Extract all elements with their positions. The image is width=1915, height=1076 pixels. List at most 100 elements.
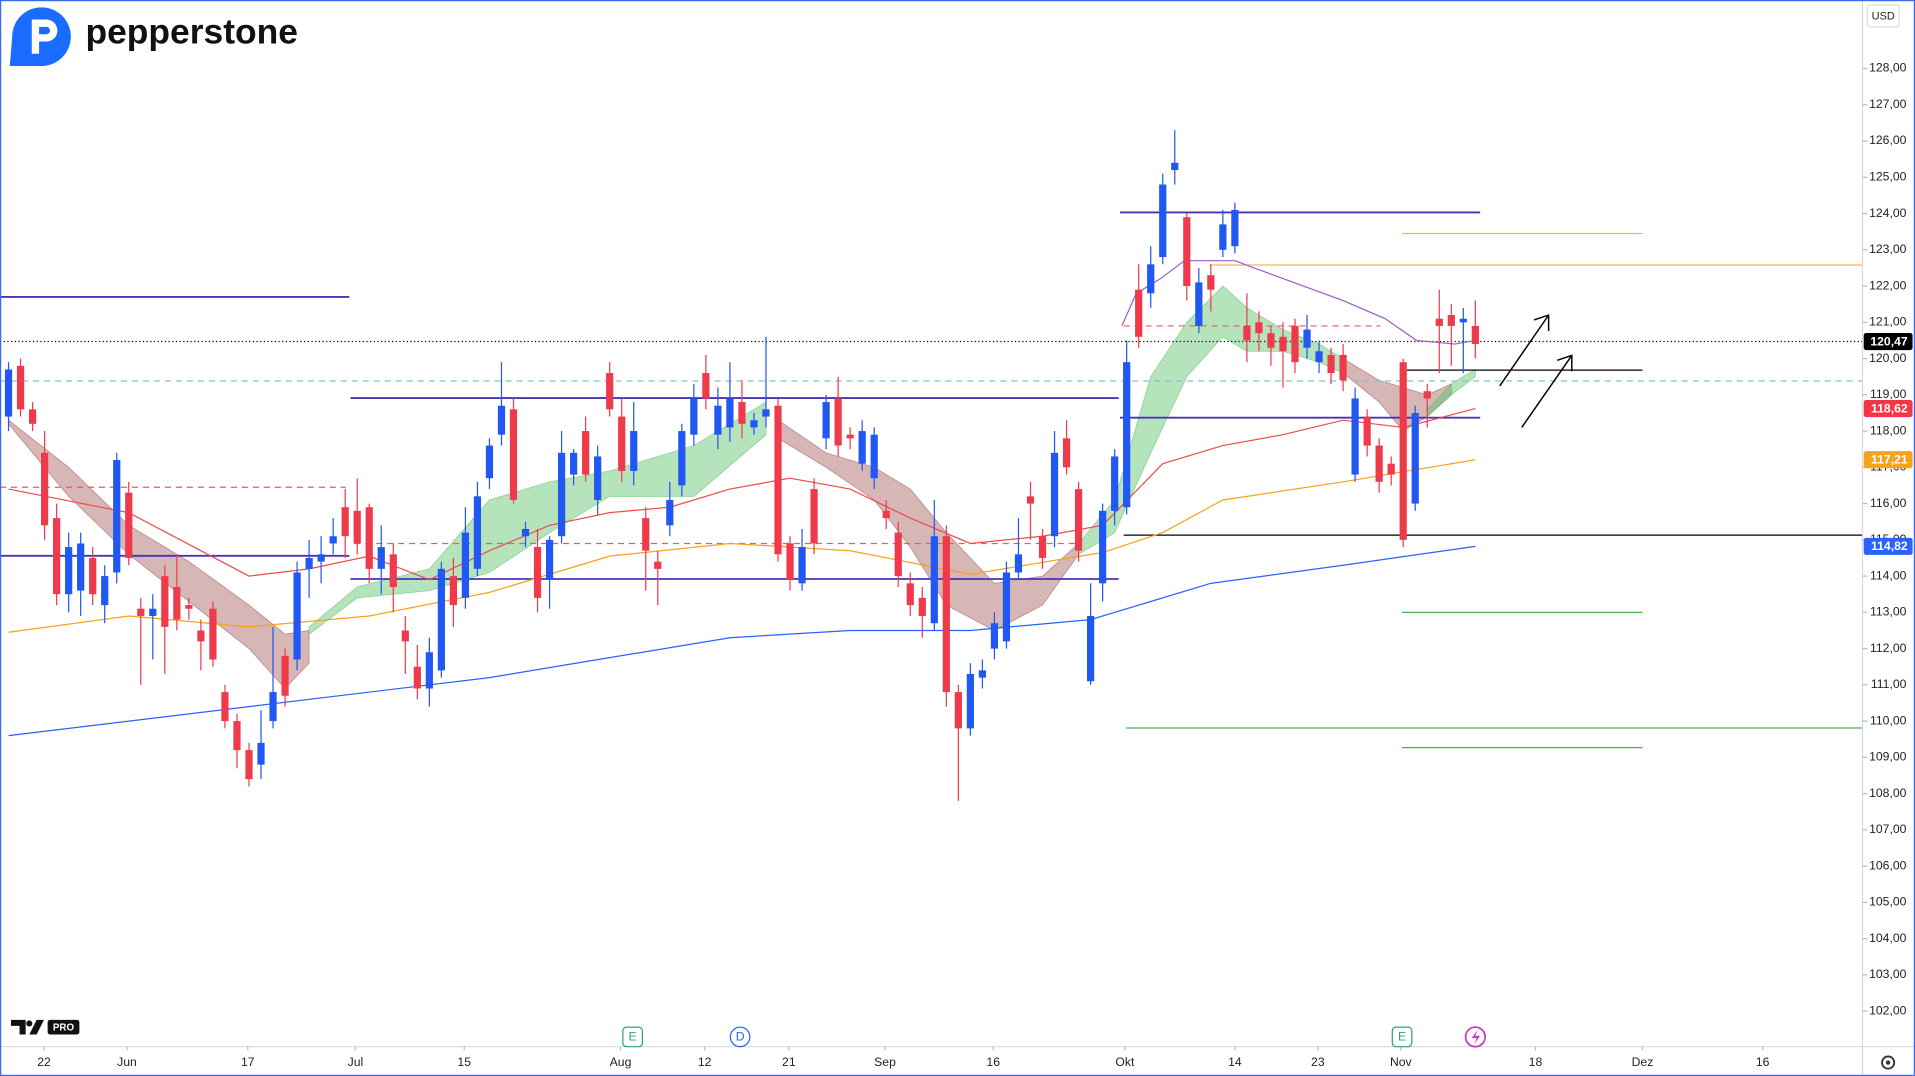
gear[interactable] xyxy=(1881,1055,1896,1070)
candle-body xyxy=(1447,315,1455,326)
candle-body xyxy=(16,365,25,410)
candle-body xyxy=(870,434,878,479)
candle-body xyxy=(846,434,854,439)
candle-body xyxy=(113,460,121,573)
candle-body xyxy=(185,605,193,609)
x-tick-label: Dez xyxy=(1632,1055,1654,1069)
candle-body xyxy=(762,409,770,417)
candle-body xyxy=(425,652,433,689)
candle-body xyxy=(281,655,289,696)
candle-body xyxy=(545,539,554,580)
y-tick-label: 121,00 xyxy=(1869,315,1907,329)
candle-body xyxy=(485,445,494,479)
x-tick-label: 21 xyxy=(782,1055,796,1069)
y-tick-label: 103,00 xyxy=(1869,967,1907,981)
y-tick-label: 102,00 xyxy=(1869,1003,1907,1017)
pro-text: PRO xyxy=(53,1022,75,1033)
candle-body xyxy=(834,398,842,446)
candle-body xyxy=(65,547,73,595)
x-tick-label: 15 xyxy=(457,1055,471,1069)
arrows xyxy=(1499,314,1573,428)
tv-glyph xyxy=(10,1019,44,1035)
candle-body xyxy=(521,528,530,537)
candle-body xyxy=(618,416,626,471)
settings-icon[interactable] xyxy=(1881,1055,1896,1070)
candle-body xyxy=(28,409,37,424)
candle-body xyxy=(990,623,999,649)
x-tick-label: Okt xyxy=(1115,1055,1135,1069)
candle-body xyxy=(570,452,578,475)
candle-body xyxy=(305,557,313,569)
candle-body xyxy=(461,532,470,598)
brand-name: pepperstone xyxy=(85,12,297,52)
logo-glyph xyxy=(31,19,58,54)
candle-body xyxy=(1315,351,1323,363)
candle-body xyxy=(1435,318,1443,326)
currency-box[interactable] xyxy=(1866,4,1900,28)
event-icon[interactable] xyxy=(1391,1026,1413,1048)
candle-body xyxy=(125,492,133,558)
candle-body xyxy=(377,547,385,569)
y-tick-label: 125,00 xyxy=(1869,170,1907,184)
y-tick-label: 109,00 xyxy=(1869,750,1907,764)
event-icon[interactable] xyxy=(729,1026,751,1048)
price-label-box xyxy=(1863,332,1913,351)
y-tick-label: 126,00 xyxy=(1869,133,1907,147)
x-tick-label: Aug xyxy=(610,1055,632,1069)
y-tick-label: 106,00 xyxy=(1869,858,1907,872)
candle-body xyxy=(1363,416,1371,446)
x-tick-label: 22 xyxy=(37,1055,51,1069)
y-tick-label: 128,00 xyxy=(1869,61,1907,75)
y-tick-label: 110,00 xyxy=(1870,713,1907,727)
candle-body xyxy=(702,373,710,399)
price-label-box xyxy=(1863,537,1913,555)
candle-body xyxy=(1159,184,1167,258)
candle-body xyxy=(533,547,542,598)
candle-body xyxy=(269,692,277,722)
tv-logo: PRO xyxy=(10,1019,80,1035)
candle-body xyxy=(594,456,602,500)
price-label-box xyxy=(1863,400,1913,418)
candle-body xyxy=(1339,354,1347,381)
candle-body xyxy=(582,431,590,475)
candle-body xyxy=(1423,391,1431,399)
candle-body xyxy=(1207,275,1215,290)
candle-body xyxy=(774,405,782,555)
y-tick-label: 111,00 xyxy=(1871,677,1907,691)
y-tick-label: 114,00 xyxy=(1870,568,1907,582)
candle-body xyxy=(810,489,818,544)
candle-body xyxy=(341,507,349,537)
candle-body xyxy=(1387,463,1395,475)
candle-body xyxy=(4,369,13,417)
candle-body xyxy=(1002,572,1011,642)
candle-body xyxy=(930,536,938,624)
candle-body xyxy=(954,692,962,729)
y-tick-label: 112,00 xyxy=(1870,641,1907,655)
candle-body xyxy=(1327,354,1335,374)
x-tick-label: 16 xyxy=(1756,1055,1770,1069)
candle-body xyxy=(666,499,674,526)
candle-body xyxy=(1375,445,1383,482)
candle-body xyxy=(1026,496,1035,504)
y-tick-label: 120,00 xyxy=(1869,351,1907,365)
arrow xyxy=(1521,354,1573,428)
x-tick-label: Sep xyxy=(874,1055,896,1069)
candle-body xyxy=(894,532,902,577)
x-tick-label: 18 xyxy=(1529,1055,1543,1069)
gear-center xyxy=(1885,1060,1891,1065)
candle-body xyxy=(1243,325,1251,341)
candle-body xyxy=(413,666,421,689)
candle-body xyxy=(1459,318,1467,323)
x-tick-label: 16 xyxy=(986,1055,1000,1069)
candle-body xyxy=(678,431,686,486)
candle-body xyxy=(161,576,169,627)
event-icon[interactable] xyxy=(622,1026,644,1048)
candle-body xyxy=(437,568,445,671)
y-tick-label: 107,00 xyxy=(1869,822,1907,836)
tv-dot xyxy=(26,1020,33,1027)
x-tick-label: 23 xyxy=(1311,1055,1325,1069)
candle-body xyxy=(1074,489,1083,551)
x-tick-label: Jun xyxy=(117,1055,137,1069)
